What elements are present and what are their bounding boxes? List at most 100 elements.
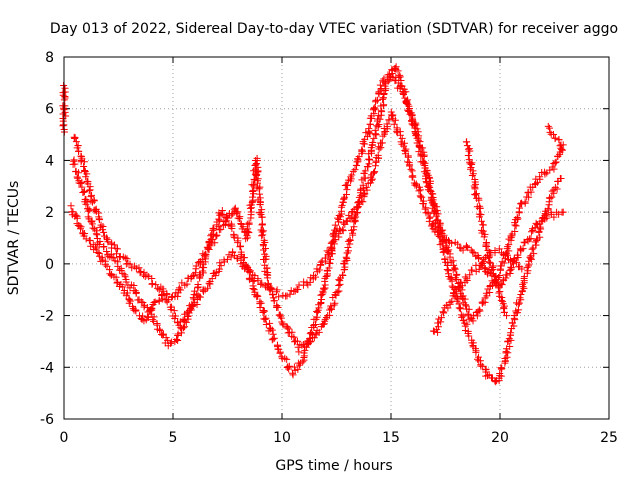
data-point bbox=[82, 235, 90, 243]
data-point bbox=[543, 210, 551, 218]
data-point bbox=[184, 312, 192, 320]
data-point bbox=[506, 342, 514, 350]
data-point bbox=[295, 361, 303, 369]
data-point bbox=[476, 213, 484, 221]
data-point bbox=[258, 232, 266, 240]
data-point bbox=[91, 225, 99, 233]
data-point bbox=[434, 328, 442, 336]
data-point bbox=[426, 174, 434, 182]
data-point bbox=[520, 273, 528, 281]
data-point bbox=[257, 299, 265, 307]
data-point bbox=[254, 292, 262, 300]
data-point bbox=[446, 298, 454, 306]
data-point bbox=[527, 188, 535, 196]
data-point bbox=[555, 136, 563, 144]
data-point bbox=[556, 142, 564, 150]
data-point bbox=[527, 235, 535, 243]
data-point bbox=[541, 170, 549, 178]
data-point bbox=[407, 165, 415, 173]
data-point bbox=[323, 267, 331, 275]
data-point bbox=[507, 264, 515, 272]
data-point bbox=[466, 271, 474, 279]
data-point bbox=[425, 217, 433, 225]
data-point bbox=[462, 138, 470, 146]
data-point bbox=[471, 184, 479, 192]
data-point bbox=[485, 258, 493, 266]
data-point bbox=[500, 259, 508, 267]
data-point bbox=[252, 172, 260, 180]
data-point bbox=[258, 213, 266, 221]
data-point bbox=[489, 265, 497, 273]
data-point bbox=[472, 191, 480, 199]
y-tick-label: 4 bbox=[45, 153, 54, 169]
data-point bbox=[440, 231, 448, 239]
data-point bbox=[371, 126, 379, 134]
data-point bbox=[254, 167, 262, 175]
data-point bbox=[506, 269, 514, 277]
data-point bbox=[427, 193, 435, 201]
data-point bbox=[341, 220, 349, 228]
data-point bbox=[312, 315, 320, 323]
data-point bbox=[344, 243, 352, 251]
y-tick-label: 0 bbox=[45, 257, 54, 273]
data-point bbox=[481, 230, 489, 238]
data-point bbox=[266, 285, 274, 293]
data-point bbox=[329, 231, 337, 239]
data-point bbox=[461, 273, 469, 281]
data-point bbox=[339, 226, 347, 234]
data-point bbox=[376, 115, 384, 123]
data-point bbox=[444, 304, 452, 312]
data-point bbox=[259, 231, 267, 239]
data-point bbox=[208, 275, 216, 283]
data-point bbox=[121, 271, 129, 279]
data-point bbox=[551, 159, 559, 167]
data-point bbox=[198, 263, 206, 271]
data-point bbox=[517, 290, 525, 298]
data-point bbox=[240, 254, 248, 262]
data-point bbox=[59, 121, 67, 129]
data-point bbox=[295, 348, 303, 356]
data-point bbox=[370, 105, 378, 113]
data-point bbox=[289, 371, 297, 379]
axis-ticks: 0 5 10 15 20 25 -6 -4 -2 0 2 4 6 8 bbox=[40, 50, 618, 446]
data-point bbox=[415, 187, 423, 195]
data-point bbox=[340, 266, 348, 274]
data-point bbox=[91, 243, 99, 251]
data-point bbox=[71, 134, 79, 142]
data-point bbox=[330, 301, 338, 309]
data-point bbox=[174, 330, 182, 338]
data-point bbox=[92, 245, 100, 253]
data-point bbox=[468, 171, 476, 179]
data-point bbox=[532, 241, 540, 249]
data-point bbox=[238, 250, 246, 258]
data-point bbox=[95, 241, 103, 249]
data-point bbox=[234, 255, 242, 263]
data-point bbox=[417, 152, 425, 160]
data-point bbox=[361, 167, 369, 175]
series-track-6 bbox=[544, 122, 565, 150]
data-point bbox=[234, 239, 242, 247]
data-point bbox=[268, 290, 276, 298]
data-point bbox=[191, 269, 199, 277]
data-point bbox=[355, 193, 363, 201]
data-point bbox=[491, 247, 499, 255]
data-point bbox=[137, 298, 145, 306]
data-point bbox=[498, 364, 506, 372]
data-point bbox=[110, 241, 118, 249]
data-point bbox=[439, 309, 447, 317]
x-tick-label: 25 bbox=[600, 430, 618, 446]
data-point bbox=[263, 274, 271, 282]
data-point bbox=[463, 320, 471, 328]
data-point bbox=[475, 254, 483, 262]
data-point bbox=[519, 245, 527, 253]
data-point bbox=[370, 104, 378, 112]
data-point bbox=[385, 116, 393, 124]
data-point bbox=[279, 321, 287, 329]
data-point bbox=[179, 324, 187, 332]
data-point bbox=[503, 353, 511, 361]
data-point bbox=[231, 204, 239, 212]
data-point bbox=[468, 160, 476, 168]
data-point bbox=[306, 278, 314, 286]
data-point bbox=[396, 73, 404, 81]
data-point bbox=[353, 209, 361, 217]
